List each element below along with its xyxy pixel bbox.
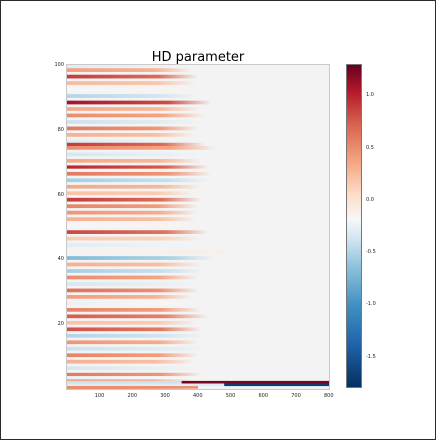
heatmap-row — [67, 256, 215, 260]
heatmap-row — [67, 314, 208, 319]
heatmap-row — [67, 74, 198, 79]
heatmap-row — [67, 81, 197, 85]
colorbar-tick-label: 0.5 — [366, 144, 374, 151]
heatmap-row — [67, 165, 208, 170]
heatmap-bottom-segment — [224, 383, 329, 387]
heatmap-row — [67, 168, 205, 173]
heatmap-row — [67, 376, 198, 380]
heatmap-bottom-segment — [181, 380, 329, 384]
colorbar-tick-label: -1.0 — [366, 301, 376, 308]
heatmap-row — [67, 113, 205, 118]
heatmap-row — [67, 197, 202, 202]
heatmap-row — [67, 308, 202, 312]
heatmap-row — [67, 230, 208, 234]
heatmap-row — [67, 152, 205, 157]
y-tick-label: 40 — [57, 256, 64, 263]
heatmap-row — [67, 87, 202, 92]
heatmap-row — [67, 139, 212, 144]
heatmap-row — [67, 288, 198, 293]
heatmap-plot-area — [66, 64, 330, 390]
colorbar-tick-label: -1.5 — [366, 353, 376, 360]
heatmap-row — [67, 366, 198, 371]
heatmap-row — [67, 262, 202, 267]
heatmap-row — [67, 282, 202, 286]
heatmap-row — [67, 107, 200, 111]
x-tick-label: 800 — [324, 393, 334, 399]
x-tick-label: 600 — [258, 393, 269, 399]
x-tick-label: 200 — [127, 393, 138, 399]
heatmap-row — [67, 191, 195, 196]
y-tick-label: 20 — [57, 321, 64, 328]
heatmap-row — [67, 340, 198, 345]
y-tick-label: 60 — [57, 191, 64, 198]
heatmap-row — [67, 320, 198, 325]
heatmap-row — [67, 210, 198, 215]
chart-title: HD parameter — [151, 50, 245, 65]
heatmap-row — [67, 243, 212, 247]
heatmap-row — [67, 65, 195, 69]
heatmap-row — [67, 333, 205, 338]
heatmap-row — [67, 204, 198, 209]
heatmap-bottom-segment — [67, 380, 182, 384]
heatmap-bottom-segment — [67, 386, 198, 389]
heatmap-row — [67, 372, 202, 377]
x-tick-label: 300 — [160, 393, 170, 399]
heatmap-row — [67, 171, 212, 176]
heatmap-row — [67, 327, 202, 332]
heatmap-row — [67, 295, 192, 299]
y-tick-label: 100 — [54, 62, 64, 68]
x-tick-label: 400 — [193, 393, 203, 399]
colorbar-tick-label: -0.5 — [366, 249, 376, 256]
heatmap-row — [67, 100, 212, 105]
heatmap-row — [67, 184, 202, 189]
x-tick-label: 100 — [94, 393, 105, 399]
heatmap-row — [67, 94, 198, 98]
heatmap-row — [67, 178, 212, 183]
heatmap-row — [67, 359, 195, 364]
heatmap-row — [67, 142, 205, 147]
heatmap-row — [67, 217, 197, 222]
heatmap-row — [67, 275, 198, 280]
colorbar-tick-label: 0.0 — [366, 196, 374, 203]
heatmap-row — [67, 133, 195, 137]
heatmap-row — [67, 249, 251, 254]
heatmap-row — [67, 126, 198, 131]
heatmap-row — [67, 301, 198, 306]
x-tick-label: 500 — [225, 393, 236, 399]
heatmap-svg — [67, 65, 329, 389]
colorbar — [346, 64, 362, 388]
heatmap-row — [67, 269, 205, 273]
x-tick-label: 700 — [291, 393, 301, 399]
heatmap-row — [67, 346, 205, 351]
heatmap-row — [67, 158, 202, 163]
colorbar-tick-label: 1.0 — [366, 92, 374, 99]
heatmap-bottom-segment — [67, 383, 225, 387]
heatmap-row — [67, 146, 217, 150]
heatmap-row — [67, 68, 192, 72]
heatmap-row — [67, 223, 202, 228]
heatmap-row — [67, 236, 202, 241]
heatmap-row — [67, 353, 198, 358]
y-tick-label: 80 — [57, 126, 64, 133]
heatmap-row — [67, 120, 202, 124]
